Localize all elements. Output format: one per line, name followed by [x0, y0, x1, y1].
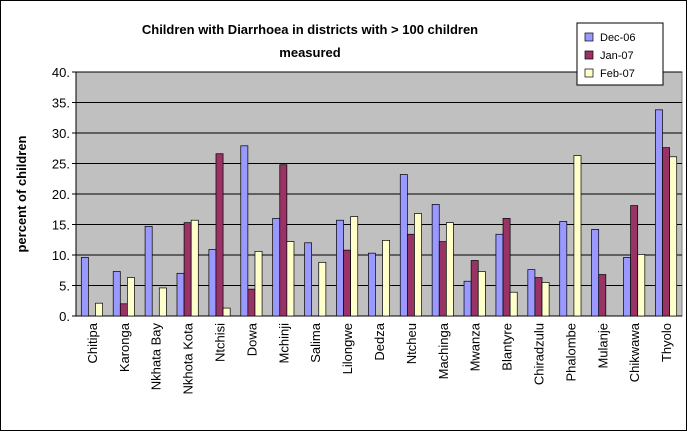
- bar-Feb-07-Mchinji: [286, 241, 295, 317]
- chart-title-line-2: measured: [279, 45, 340, 60]
- bar-Dec-06-Chitipa: [80, 257, 89, 317]
- bar-Jan-07-Lilongwe: [343, 249, 352, 317]
- bar-Dec-06-Chiradzulu: [527, 269, 536, 317]
- bar-Feb-07-Ntchisi: [222, 307, 231, 317]
- bar-Dec-06-Chikwawa: [623, 257, 631, 317]
- bar-Dec-06-Machinga: [431, 204, 440, 317]
- x-tick-label: Chikwawa: [627, 322, 642, 382]
- bar-Dec-06-Salima: [304, 242, 313, 317]
- bar-Dec-06-Mchinji: [272, 218, 281, 317]
- bar-Feb-07-Dowa: [254, 250, 263, 317]
- plot-area: 0. 5. 10. 15. 20. 25. 30. 35. 40. Chitipa Karonga N…: [52, 65, 683, 395]
- bar-Jan-07-Machinga: [438, 241, 447, 317]
- bar-Feb-07-Salima: [318, 261, 327, 317]
- bar-Jan-07-Mulanje: [598, 274, 607, 317]
- bar-Dec-06-Mulanje: [591, 229, 600, 317]
- bar-Jan-07-Dowa: [247, 288, 256, 317]
- bar-Feb-07-Karonga: [127, 277, 135, 317]
- bar-Jan-07-Mchinji: [279, 164, 288, 317]
- bar-Feb-07-Thyolo: [669, 156, 678, 317]
- bar-Jan-07-Chiradzulu: [534, 277, 543, 317]
- x-tick-label: Blantyre: [500, 323, 515, 371]
- y-tick-label: 15.: [52, 218, 70, 233]
- legend-swatch: [584, 68, 594, 78]
- x-tick-label: Mulanje: [595, 323, 610, 369]
- x-tick-label: Karonga: [117, 322, 132, 372]
- y-tick-label: 10.: [52, 248, 70, 263]
- bar-Feb-07-Chikwawa: [637, 254, 646, 317]
- x-tick-label: Machinga: [436, 322, 451, 379]
- bar-Feb-07-Machinga: [445, 222, 454, 317]
- bar-Dec-06-Ntchisi: [208, 249, 217, 317]
- bar-Feb-07-Chitipa: [95, 302, 103, 317]
- x-tick-label: Mwanza: [468, 322, 483, 371]
- y-tick-label: 25.: [52, 157, 70, 172]
- legend-label: Dec-06: [600, 32, 635, 44]
- bar-Dec-06-Thyolo: [655, 109, 663, 317]
- y-tick-label: 20.: [52, 187, 70, 202]
- x-tick-label: Ntchisi: [213, 323, 228, 362]
- chart-title-line-1: Children with Diarrhoea in districts wit…: [142, 22, 478, 37]
- legend-label: Jan-07: [600, 50, 634, 62]
- bar-Jan-07-Thyolo: [662, 147, 670, 317]
- bar-Dec-06-Phalombe: [559, 221, 568, 317]
- bar-Feb-07-Dedza: [382, 240, 390, 317]
- bar-Dec-06-Ntcheu: [399, 174, 408, 317]
- bar-Dec-06-Nkhata Bay: [144, 225, 153, 317]
- x-tick-label: Salima: [308, 322, 323, 363]
- legend-label: Feb-07: [600, 68, 635, 80]
- y-tick-label: 5.: [59, 279, 70, 294]
- x-tick-label: Dedza: [372, 322, 387, 360]
- bar-Feb-07-Nkhata Bay: [158, 287, 167, 317]
- bar-Feb-07-Mwanza: [477, 271, 486, 317]
- bar-Dec-06-Nkhota Kota: [176, 272, 185, 317]
- bar-Dec-06-Mwanza: [463, 280, 472, 317]
- bar-Feb-07-Blantyre: [509, 291, 518, 317]
- x-tick-label: Dowa: [244, 322, 259, 356]
- bar-Dec-06-Dowa: [240, 145, 249, 317]
- legend-swatch: [584, 50, 594, 60]
- y-tick-label: 0.: [59, 309, 70, 324]
- bar-Feb-07-Chiradzulu: [541, 282, 550, 317]
- bar-Dec-06-Dedza: [368, 252, 376, 317]
- bar-Jan-07-Ntcheu: [406, 233, 415, 317]
- bar-Jan-07-Chikwawa: [630, 205, 639, 317]
- x-tick-label: Phalombe: [563, 323, 578, 382]
- bar-Jan-07-Nkhota Kota: [183, 222, 192, 317]
- y-tick-label: 30.: [52, 126, 70, 141]
- bar-Jan-07-Blantyre: [502, 218, 511, 317]
- legend: Dec-06 Jan-07 Feb-07: [576, 22, 664, 86]
- y-tick-label: 40.: [52, 65, 70, 80]
- x-tick-label: Mchinji: [276, 323, 291, 364]
- x-tick-label: Chitipa: [85, 322, 100, 363]
- bar-Jan-07-Mwanza: [470, 260, 479, 317]
- bar-Dec-06-Lilongwe: [336, 219, 344, 317]
- y-axis-label: percent of children: [14, 135, 29, 252]
- x-tick-label: Ntcheu: [404, 323, 419, 364]
- x-tick-label: Nkhota Kota: [181, 322, 196, 394]
- bar-Dec-06-Karonga: [112, 271, 121, 317]
- bar-Feb-07-Ntcheu: [414, 213, 422, 317]
- bar-Jan-07-Ntchisi: [215, 153, 224, 317]
- bar-Dec-06-Blantyre: [495, 233, 504, 317]
- bar-Feb-07-Phalombe: [573, 155, 582, 317]
- legend-swatch: [584, 32, 594, 42]
- x-tick-label: Lilongwe: [340, 323, 355, 374]
- x-tick-label: Nkhata Bay: [149, 323, 164, 391]
- x-tick-label: Thyolo: [659, 323, 674, 362]
- bar-Feb-07-Nkhota Kota: [190, 219, 199, 317]
- y-tick-label: 35.: [52, 96, 70, 111]
- bar-Jan-07-Karonga: [119, 303, 128, 317]
- x-tick-label: Chiradzulu: [531, 323, 546, 385]
- bar-Feb-07-Lilongwe: [350, 216, 359, 317]
